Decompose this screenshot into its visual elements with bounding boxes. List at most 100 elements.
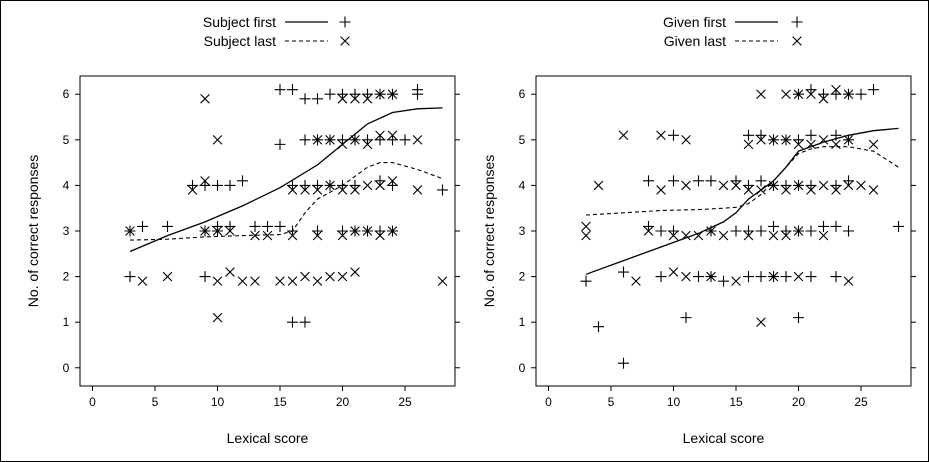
legend-label: Subject last	[204, 33, 276, 49]
cross-marker	[212, 135, 223, 145]
cross-marker	[350, 226, 360, 236]
y-tick-label: 2	[519, 270, 526, 284]
cross-marker	[818, 180, 829, 191]
plus-marker	[387, 134, 398, 146]
x-tick-label: 25	[854, 395, 868, 409]
plus-marker	[224, 220, 236, 232]
plus-marker	[224, 179, 236, 191]
cross-marker	[362, 180, 373, 191]
cross-marker	[300, 271, 310, 282]
cross-marker	[706, 271, 716, 282]
plus-marker	[212, 220, 223, 232]
cross-marker	[768, 135, 779, 145]
cross-marker	[656, 130, 666, 141]
plus-marker	[312, 179, 323, 191]
x-tick-label: 15	[729, 395, 743, 409]
plus-marker	[349, 179, 361, 191]
plus-marker	[287, 84, 298, 96]
plus-marker	[212, 179, 223, 191]
plus-marker	[299, 316, 311, 328]
plus-marker	[162, 220, 173, 232]
plus-marker	[830, 88, 842, 100]
cross-marker	[718, 230, 729, 241]
cross-marker	[781, 185, 791, 195]
cross-marker	[793, 89, 804, 100]
plus-marker	[362, 88, 373, 100]
cross-marker	[781, 230, 791, 241]
cross-marker	[856, 180, 866, 191]
x-tick-label: 0	[545, 395, 552, 409]
x-tick-label: 10	[667, 395, 681, 409]
plus-marker	[843, 175, 854, 187]
plus-marker	[668, 225, 679, 237]
plus-marker	[780, 179, 792, 191]
cross-marker	[681, 180, 691, 191]
cross-marker	[793, 271, 804, 282]
cross-marker	[843, 89, 854, 100]
plus-marker	[580, 275, 592, 287]
cross-marker	[250, 230, 260, 241]
plus-marker	[805, 225, 817, 237]
plus-marker	[805, 179, 817, 191]
plus-marker	[287, 179, 298, 191]
plus-marker	[805, 271, 817, 283]
x-tick-label: 20	[792, 395, 806, 409]
cross-marker	[350, 267, 360, 277]
cross-marker	[200, 176, 210, 186]
cross-marker	[350, 185, 360, 195]
cross-marker	[593, 180, 604, 191]
cross-marker	[387, 226, 398, 236]
plus-marker	[655, 271, 667, 283]
plus-marker	[830, 179, 842, 191]
plus-marker	[793, 312, 804, 324]
plus-marker	[668, 129, 679, 141]
plus-marker	[668, 175, 679, 187]
plus-marker	[374, 134, 386, 146]
cross-marker	[818, 94, 829, 104]
legend: Subject first Subject last	[203, 14, 351, 49]
cross-marker	[337, 230, 348, 241]
plus-marker	[299, 93, 311, 105]
plus-marker	[805, 129, 817, 141]
cross-marker	[212, 312, 223, 323]
cross-marker	[250, 276, 260, 286]
y-tick-label: 4	[519, 178, 526, 192]
cross-marker	[337, 94, 348, 104]
cross-marker	[806, 89, 816, 100]
cross-marker	[375, 130, 385, 141]
plus-marker	[274, 84, 286, 96]
plus-marker	[893, 220, 904, 232]
plus-marker	[818, 220, 829, 232]
smooth-line-solid	[129, 107, 443, 253]
plus-marker	[743, 271, 754, 283]
cross-marker	[756, 317, 766, 327]
cross-marker	[781, 89, 791, 100]
legend-plus-marker	[791, 16, 803, 28]
plus-marker	[843, 225, 854, 237]
y-tick-label: 3	[63, 224, 70, 238]
legend-label: Given last	[664, 33, 726, 49]
cross-marker	[225, 267, 235, 277]
cross-marker	[350, 94, 360, 104]
cross-marker	[312, 135, 323, 145]
plus-marker	[755, 129, 767, 141]
cross-marker	[237, 276, 248, 286]
cross-marker	[668, 267, 679, 277]
plus-marker	[743, 225, 754, 237]
cross-marker	[743, 139, 754, 150]
cross-marker	[337, 185, 348, 195]
y-tick-label: 2	[63, 270, 70, 284]
plus-marker	[618, 357, 629, 369]
cross-marker	[756, 89, 766, 100]
cross-marker	[581, 230, 591, 241]
series-first	[124, 84, 448, 328]
plus-marker	[274, 138, 286, 150]
x-tick-label: 5	[608, 395, 615, 409]
plus-marker	[755, 175, 767, 187]
plus-marker	[780, 271, 792, 283]
cross-marker	[262, 230, 273, 241]
cross-marker	[843, 276, 854, 286]
legend-label: Given first	[663, 14, 726, 30]
x-tick-label: 5	[152, 395, 159, 409]
